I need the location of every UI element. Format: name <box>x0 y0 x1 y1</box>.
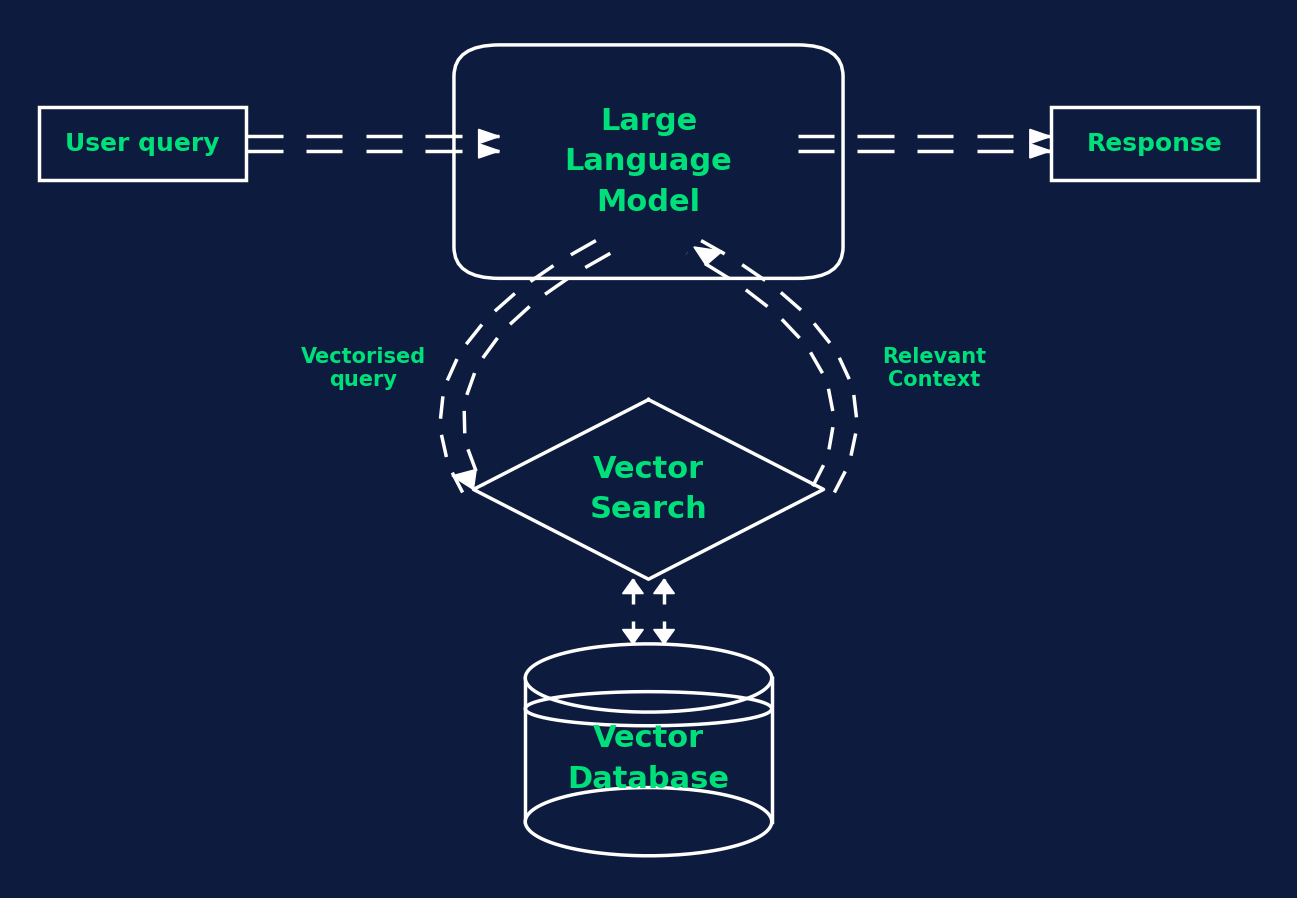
FancyBboxPatch shape <box>454 45 843 278</box>
Polygon shape <box>525 644 772 712</box>
Polygon shape <box>479 144 499 158</box>
FancyBboxPatch shape <box>39 107 246 180</box>
Polygon shape <box>654 579 674 594</box>
Text: Vectorised
query: Vectorised query <box>301 347 425 390</box>
Polygon shape <box>623 629 643 644</box>
Text: Response: Response <box>1087 132 1222 155</box>
Polygon shape <box>1030 129 1051 144</box>
Text: Relevant
Context: Relevant Context <box>882 347 986 390</box>
FancyBboxPatch shape <box>1051 107 1258 180</box>
Polygon shape <box>623 579 643 594</box>
Text: Vector
Search: Vector Search <box>590 454 707 524</box>
Text: Large
Language
Model: Large Language Model <box>564 107 733 216</box>
Bar <box>525 678 772 822</box>
Polygon shape <box>451 470 476 489</box>
Polygon shape <box>479 129 499 144</box>
Text: Vector
Database: Vector Database <box>568 724 729 794</box>
Polygon shape <box>525 788 772 856</box>
Polygon shape <box>654 629 674 644</box>
Text: User query: User query <box>65 132 220 155</box>
Polygon shape <box>694 247 722 265</box>
Polygon shape <box>1030 144 1051 158</box>
